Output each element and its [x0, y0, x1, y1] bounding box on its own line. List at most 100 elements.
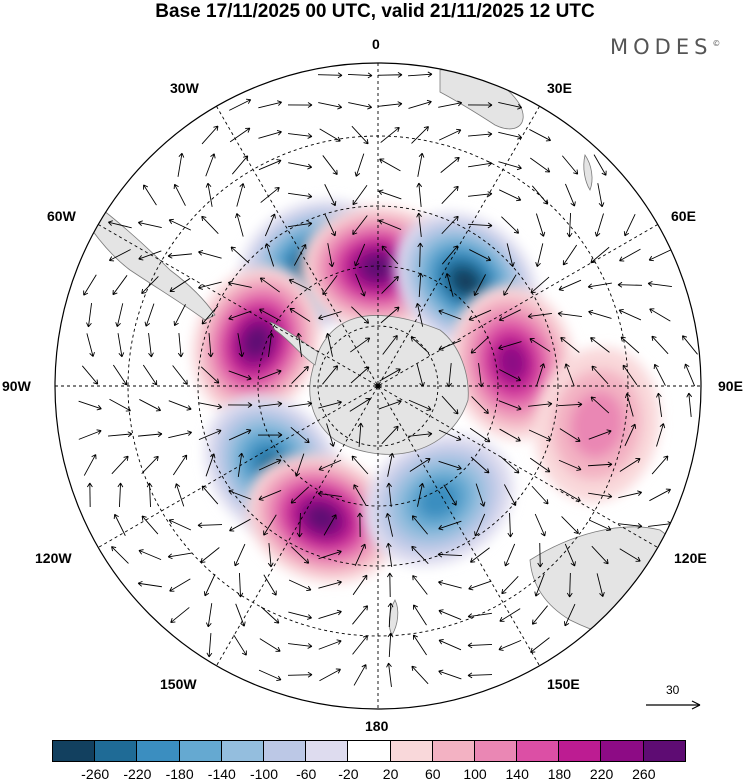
wind-arrow: [385, 512, 394, 537]
colorbar-segment: [52, 740, 96, 762]
wind-arrow: [237, 452, 245, 477]
wind-arrow: [468, 309, 492, 321]
wind-arrow: [588, 309, 612, 319]
wind-arrow: [325, 332, 333, 357]
wind-arrow: [438, 669, 462, 680]
wind-arrow: [207, 333, 214, 358]
wind-arrow: [174, 483, 185, 507]
wind-arrow: [500, 456, 520, 474]
wind-arrow: [416, 363, 425, 387]
wind-arrow: [235, 603, 246, 627]
colorbar-segment: [262, 740, 307, 762]
wind-arrow: [352, 184, 368, 206]
wind-arrow: [141, 515, 159, 535]
wind-arrow: [349, 398, 371, 412]
wind-arrow: [498, 131, 523, 140]
wind-arrow: [506, 243, 515, 267]
wind-arrow: [588, 519, 612, 532]
wind-arrow: [236, 183, 245, 207]
wind-arrow: [138, 549, 162, 561]
wind-arrow: [167, 552, 192, 560]
wind-arrow: [228, 310, 252, 321]
colorbar-segment: [600, 740, 644, 762]
wind-arrow: [649, 488, 671, 502]
vector-scale-arrow-icon: [646, 700, 701, 710]
wind-arrow: [206, 633, 213, 658]
wind-arrow: [411, 545, 429, 565]
colorbar-tick-label: -220: [123, 766, 152, 782]
wind-arrow: [623, 213, 636, 237]
wind-arrow: [624, 423, 637, 447]
colorbar-segment: [642, 740, 686, 762]
wind-arrow: [503, 274, 517, 296]
wind-arrow: [566, 212, 573, 238]
wind-arrow: [117, 333, 125, 358]
wind-arrow: [682, 335, 698, 355]
wind-arrow: [378, 399, 402, 410]
wind-arrow: [507, 512, 514, 538]
wind-arrow: [201, 125, 219, 145]
wind-arrow: [378, 189, 402, 200]
wind-arrow: [288, 579, 312, 592]
wind-arrow: [260, 606, 280, 624]
wind-arrow: [529, 338, 551, 352]
wind-arrow: [233, 634, 247, 656]
wind-arrow: [619, 548, 641, 562]
wind-arrow: [357, 512, 363, 538]
wind-arrow: [83, 454, 97, 476]
wind-arrow: [177, 333, 184, 358]
wind-arrow: [469, 249, 492, 262]
wind-arrow: [470, 547, 490, 563]
wind-arrow: [531, 485, 549, 505]
wind-arrow: [287, 102, 313, 108]
wind-arrow: [417, 272, 424, 298]
wind-arrow: [467, 642, 493, 649]
brand-text: MODES: [610, 35, 713, 59]
chart-title: Base 17/11/2025 00 UTC, valid 21/11/2025…: [155, 1, 595, 22]
wind-arrow: [324, 184, 337, 207]
wind-arrow: [618, 308, 642, 321]
wind-arrow: [468, 131, 493, 138]
wind-arrow: [258, 458, 282, 471]
wind-arrow: [231, 155, 249, 175]
wind-arrow: [416, 182, 423, 207]
wind-arrow: [296, 332, 302, 357]
wind-arrow: [438, 100, 463, 108]
colorbar-tick-label: 60: [425, 766, 441, 782]
wind-arrow: [498, 161, 522, 171]
wind-arrow: [622, 364, 638, 386]
wind-arrow: [618, 490, 643, 499]
wind-arrow: [201, 485, 219, 505]
wind-arrow: [653, 363, 666, 386]
wind-arrow: [352, 215, 368, 235]
wind-arrow: [651, 335, 669, 355]
wind-arrow: [230, 246, 250, 264]
wind-arrow: [559, 488, 581, 502]
wind-arrow: [318, 459, 342, 471]
wind-arrow: [237, 333, 245, 358]
wind-arrow: [263, 574, 277, 596]
wind-arrow: [591, 545, 609, 565]
wind-arrow: [381, 425, 399, 445]
wind-arrow: [112, 364, 128, 386]
madagascar: [583, 154, 593, 191]
wind-arrow: [144, 303, 155, 327]
wind-arrow: [411, 126, 429, 144]
wind-arrow: [387, 452, 395, 477]
wind-arrow: [564, 363, 575, 387]
wind-arrow: [446, 363, 453, 388]
wind-arrow: [83, 274, 97, 296]
wind-arrow: [258, 100, 282, 109]
wind-arrow: [86, 482, 93, 508]
wind-arrow: [169, 278, 191, 293]
wind-arrow: [417, 242, 424, 268]
wind-arrow: [648, 249, 672, 262]
wind-arrow: [413, 604, 427, 626]
wind-arrow: [441, 185, 459, 205]
wind-arrow: [441, 245, 459, 265]
wind-arrow: [350, 366, 370, 384]
wind-arrow: [137, 580, 162, 588]
wind-arrow: [684, 363, 696, 387]
wind-arrow: [557, 401, 583, 408]
wind-arrow: [468, 191, 493, 197]
